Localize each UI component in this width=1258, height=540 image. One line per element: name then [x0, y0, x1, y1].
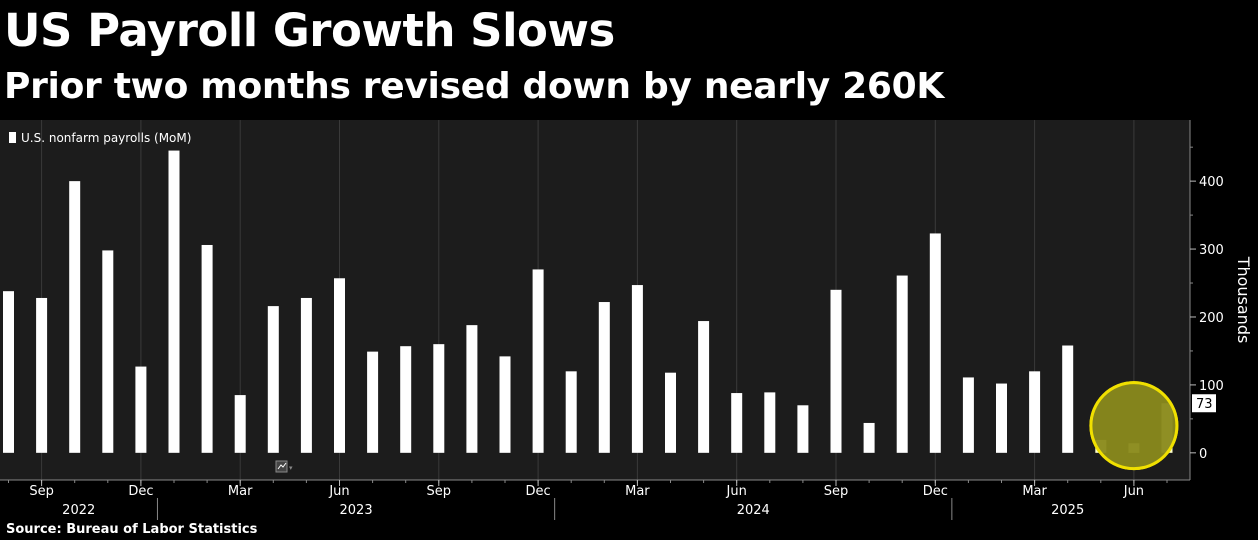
plot-area [0, 120, 1190, 480]
bar-2024-09 [830, 289, 842, 453]
bar-2022-10 [69, 181, 81, 453]
bar-2023-10 [466, 325, 478, 453]
bar-2024-07 [764, 392, 776, 453]
bar-2023-02 [201, 244, 213, 453]
bar-2023-01 [168, 150, 180, 453]
bar-2025-03 [1029, 371, 1041, 453]
year-label: 2022 [62, 503, 95, 518]
bar-2023-12 [532, 269, 544, 453]
x-tick-label: Dec [128, 484, 153, 499]
highlight-circle [1089, 381, 1179, 471]
x-tick-label: Sep [29, 484, 54, 499]
bar-2024-02 [598, 302, 610, 453]
chart-subtitle: Prior two months revised down by nearly … [4, 66, 944, 107]
bar-2024-11 [896, 275, 908, 453]
bar-2022-08 [3, 291, 14, 453]
highlight-circle-group [1089, 381, 1179, 471]
x-tick-label: Sep [427, 484, 452, 499]
year-label: 2025 [1051, 503, 1084, 518]
bar-2025-02 [996, 383, 1007, 453]
x-tick-label: Jun [328, 484, 349, 499]
x-tick-label: Mar [228, 484, 253, 499]
source-note: Source: Bureau of Labor Statistics [6, 522, 258, 537]
last-value-badge: 73 [1192, 394, 1216, 413]
x-tick-label: Mar [625, 484, 650, 499]
y-axis-label: Thousands [1234, 256, 1253, 344]
bar-2024-10 [863, 422, 875, 453]
bar-2023-11 [499, 356, 511, 453]
y-axis: 0 100 200 300 400 73 [1189, 120, 1224, 480]
bar-2023-04 [267, 306, 279, 453]
bar-2025-01 [962, 377, 974, 453]
bar-2023-03 [234, 395, 246, 453]
x-axis: Sep Dec Mar Jun Sep Dec Mar Jun Sep Dec Mar Jun 2022… [0, 479, 1190, 520]
year-label: 2024 [737, 503, 770, 518]
bar-2023-08 [400, 346, 412, 453]
bar-2024-03 [631, 285, 643, 453]
last-value-box [1192, 394, 1216, 413]
bar-2022-12 [135, 366, 147, 453]
legend-swatch [9, 132, 16, 143]
bar-2024-08 [797, 405, 809, 453]
x-tick-label: Sep [824, 484, 849, 499]
x-tick-label: Mar [1022, 484, 1047, 499]
bar-2022-09 [36, 297, 48, 453]
year-label: 2023 [340, 503, 373, 518]
bar-2022-11 [102, 250, 114, 453]
x-tick-label: Jun [726, 484, 747, 499]
x-tick-label: Dec [526, 484, 551, 499]
bar-2024-12 [929, 233, 941, 453]
x-tick-label: Jun [1123, 484, 1144, 499]
bar-2023-09 [433, 344, 445, 453]
y-tick-label: 300 [1199, 243, 1224, 258]
legend: U.S. nonfarm payrolls (MoM) [9, 131, 191, 145]
bar-2024-01 [565, 371, 577, 453]
y-tick-label: 400 [1199, 175, 1224, 190]
bar-2024-04 [665, 372, 676, 453]
chart-title: US Payroll Growth Slows [4, 4, 615, 57]
bar-2023-06 [334, 278, 345, 453]
bar-2024-06 [731, 393, 743, 453]
y-tick-label: 0 [1199, 447, 1207, 462]
bar-2023-07 [367, 351, 379, 453]
payrolls-bar-chart: 0 100 200 300 400 73 Sep Dec Mar Jun Sep Dec Mar Jun… [0, 120, 1253, 520]
legend-label: U.S. nonfarm payrolls (MoM) [21, 131, 191, 145]
bar-2024-05 [698, 321, 710, 453]
x-tick-label: Dec [923, 484, 948, 499]
y-tick-label: 200 [1199, 311, 1224, 326]
bar-2023-05 [300, 297, 312, 453]
last-value-label: 73 [1196, 397, 1213, 412]
chart-type-icon[interactable]: ▾ [275, 460, 293, 473]
y-tick-label: 100 [1199, 379, 1224, 394]
bar-2025-04 [1062, 345, 1074, 453]
bars [3, 150, 1179, 471]
svg-text:▾: ▾ [289, 464, 293, 472]
